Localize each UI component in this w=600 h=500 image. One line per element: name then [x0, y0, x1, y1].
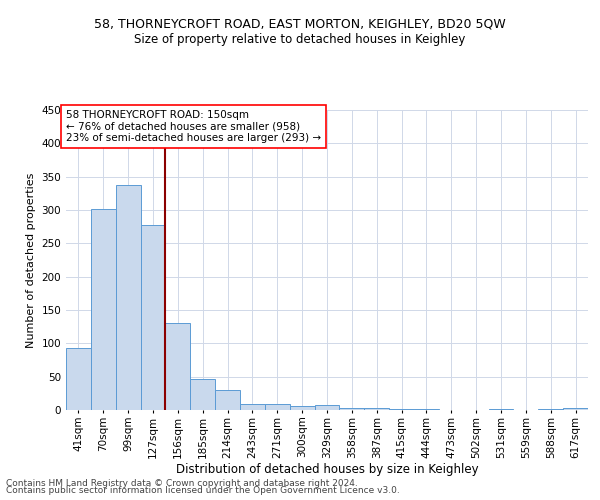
- Bar: [389, 408, 414, 410]
- Bar: [66, 348, 91, 410]
- Bar: [290, 406, 314, 410]
- Text: 58, THORNEYCROFT ROAD, EAST MORTON, KEIGHLEY, BD20 5QW: 58, THORNEYCROFT ROAD, EAST MORTON, KEIG…: [94, 18, 506, 30]
- Bar: [215, 390, 240, 410]
- Bar: [488, 408, 514, 410]
- Bar: [340, 408, 364, 410]
- Text: 58 THORNEYCROFT ROAD: 150sqm
← 76% of detached houses are smaller (958)
23% of s: 58 THORNEYCROFT ROAD: 150sqm ← 76% of de…: [66, 110, 321, 143]
- Bar: [190, 380, 215, 410]
- Text: Contains public sector information licensed under the Open Government Licence v3: Contains public sector information licen…: [6, 486, 400, 495]
- Text: Contains HM Land Registry data © Crown copyright and database right 2024.: Contains HM Land Registry data © Crown c…: [6, 478, 358, 488]
- Bar: [364, 408, 389, 410]
- Bar: [140, 224, 166, 410]
- Bar: [91, 208, 116, 410]
- Bar: [314, 406, 340, 410]
- Text: Size of property relative to detached houses in Keighley: Size of property relative to detached ho…: [134, 32, 466, 46]
- Y-axis label: Number of detached properties: Number of detached properties: [26, 172, 36, 348]
- Bar: [240, 404, 265, 410]
- Bar: [265, 404, 290, 410]
- Bar: [563, 408, 588, 410]
- Bar: [166, 322, 190, 410]
- Bar: [116, 184, 140, 410]
- X-axis label: Distribution of detached houses by size in Keighley: Distribution of detached houses by size …: [176, 463, 478, 476]
